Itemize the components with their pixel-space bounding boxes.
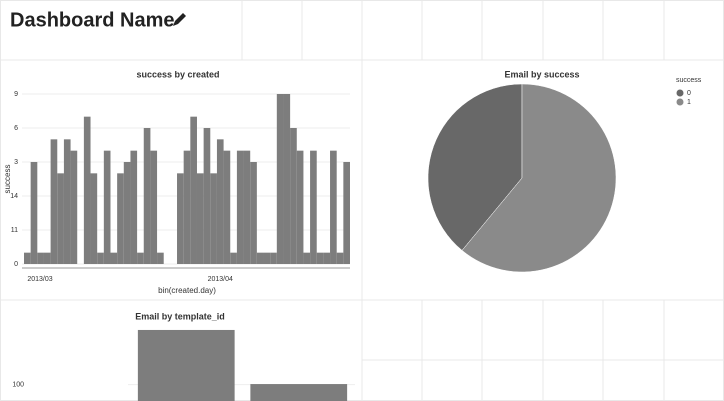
bar xyxy=(177,173,184,264)
bar xyxy=(336,252,344,264)
x-tick-label: 2013/04 xyxy=(208,276,233,283)
bar xyxy=(203,128,211,264)
bar xyxy=(50,139,58,264)
bar xyxy=(57,173,64,264)
y-tick-label: 0 xyxy=(14,261,18,268)
legend-swatch xyxy=(676,89,684,97)
legend-label: 0 xyxy=(687,90,691,97)
bar xyxy=(37,252,44,264)
chart-title: Email by success xyxy=(504,69,579,79)
bar xyxy=(24,252,31,264)
y-tick-label: 14 xyxy=(10,193,18,200)
y-tick-label: 6 xyxy=(14,125,18,132)
bar xyxy=(296,150,304,264)
y-tick-label: 3 xyxy=(14,159,18,166)
bar xyxy=(263,252,271,264)
bar xyxy=(210,173,217,264)
bar xyxy=(310,150,317,264)
y-axis-label: success xyxy=(3,165,12,194)
bar xyxy=(316,252,324,264)
legend-label: 1 xyxy=(687,99,691,106)
bar xyxy=(150,150,158,264)
bar xyxy=(123,162,131,264)
bar xyxy=(137,329,235,401)
bar xyxy=(190,116,197,265)
bar xyxy=(330,150,337,264)
bar xyxy=(43,252,51,264)
bar xyxy=(250,162,257,264)
bar xyxy=(223,150,231,264)
chart-title: Email by template_id xyxy=(135,311,225,321)
x-axis-label: bin(created.day) xyxy=(158,286,216,295)
y-tick-label: 9 xyxy=(14,91,18,98)
pie-slice xyxy=(427,83,523,251)
bar xyxy=(216,139,224,264)
bar xyxy=(110,252,118,264)
bar xyxy=(63,139,71,264)
bar xyxy=(97,252,104,264)
bar xyxy=(256,252,264,264)
y-tick-label: 11 xyxy=(11,227,18,234)
chart-title: success by created xyxy=(136,69,219,79)
bar xyxy=(157,252,164,264)
bar xyxy=(196,173,204,264)
legend-swatch xyxy=(676,98,684,106)
bar xyxy=(290,128,297,264)
pie-slice xyxy=(461,83,617,273)
y-tick-label: 100 xyxy=(12,381,24,388)
bar xyxy=(137,252,144,264)
bar xyxy=(183,150,191,264)
bar xyxy=(70,150,78,264)
bar xyxy=(283,94,291,264)
bar xyxy=(117,173,124,264)
bar xyxy=(276,94,284,264)
edit-icon[interactable] xyxy=(173,13,186,26)
bar xyxy=(236,150,244,264)
dashboard-title: Dashboard Name xyxy=(10,9,175,31)
bar xyxy=(303,252,311,264)
bar xyxy=(250,384,348,401)
bar xyxy=(143,128,151,264)
x-tick-label: 2013/03 xyxy=(27,276,52,283)
bar xyxy=(270,252,277,264)
bar xyxy=(83,116,91,265)
bar xyxy=(343,162,350,264)
bar xyxy=(30,162,38,264)
bar xyxy=(323,252,331,264)
bar xyxy=(230,252,237,264)
legend-title: success xyxy=(676,77,702,84)
bar xyxy=(103,150,111,264)
bar xyxy=(130,150,138,264)
bar xyxy=(90,173,98,264)
bar xyxy=(243,150,251,264)
